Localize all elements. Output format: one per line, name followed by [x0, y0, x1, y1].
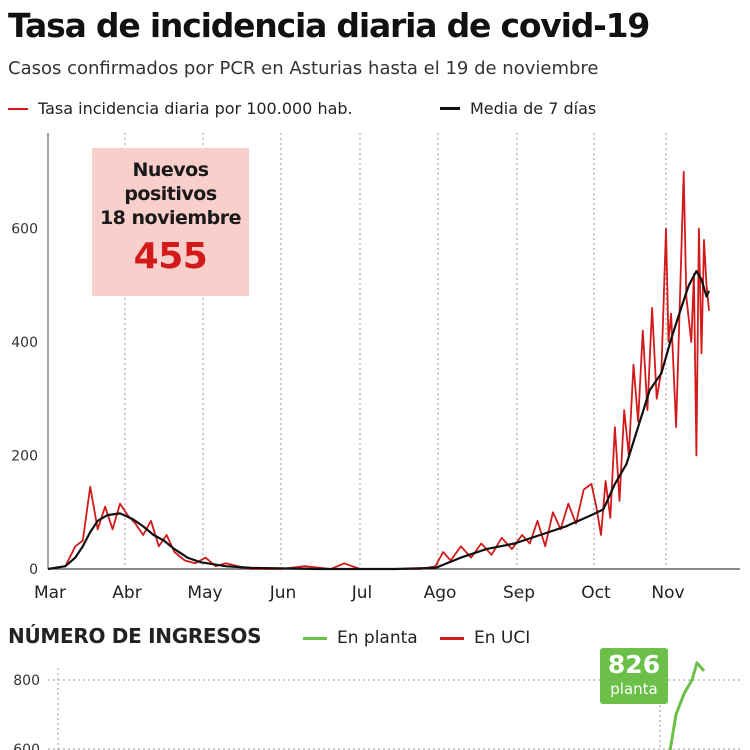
- callout-line-1: Nuevos: [132, 159, 209, 181]
- x-tick-label-jul: Jul: [351, 583, 373, 603]
- legend-swatch-uci: [440, 636, 464, 640]
- x-tick-label-may: May: [187, 583, 222, 603]
- series-line-daily: [47, 170, 710, 570]
- planta-badge-label: planta: [610, 680, 658, 698]
- page-title: Tasa de incidencia diaria de covid-19: [8, 6, 650, 45]
- x-tick-label-jun: Jun: [269, 583, 297, 603]
- legend-item-planta: En planta: [303, 628, 418, 648]
- series-line-planta: [668, 661, 706, 750]
- x-tick-label-mar: Mar: [34, 583, 66, 603]
- x-tick-label-oct: Oct: [581, 583, 611, 603]
- callout-value: 455: [133, 236, 208, 277]
- legend-item-uci: En UCI: [440, 628, 530, 648]
- planta-badge-value: 826: [607, 650, 661, 679]
- admissions-y-tick-800: 800: [13, 673, 40, 689]
- legend-label-average: Media de 7 días: [470, 99, 597, 118]
- x-tick-label-nov: Nov: [651, 583, 684, 603]
- x-tick-label-sep: Sep: [503, 583, 535, 603]
- x-tick-label-abr: Abr: [112, 583, 141, 603]
- y-tick-label-200: 200: [11, 449, 38, 465]
- legend-swatch-daily: [8, 107, 28, 110]
- legend-label-uci: En UCI: [474, 628, 531, 648]
- y-tick-label-600: 600: [11, 222, 38, 238]
- callout-line-2: positivos: [124, 183, 217, 205]
- legend-item-average: Media de 7 días: [440, 99, 596, 118]
- admissions-title: NÚMERO DE INGRESOS: [8, 624, 262, 648]
- legend-swatch-average: [440, 107, 460, 110]
- x-tick-label-ago: Ago: [424, 583, 457, 603]
- callout-line-3: 18 noviembre: [99, 207, 242, 229]
- planta-badge: 826 planta: [600, 648, 668, 704]
- legend-label-daily: Tasa incidencia diaria por 100.000 hab.: [38, 99, 353, 118]
- y-tick-label-400: 400: [11, 335, 38, 351]
- admissions-y-tick-600: 600: [13, 742, 40, 750]
- legend-swatch-planta: [303, 636, 327, 640]
- callout-new-positives: Nuevos positivos 18 noviembre 455: [92, 148, 249, 296]
- legend-item-daily: Tasa incidencia diaria por 100.000 hab.: [8, 99, 353, 118]
- series-line-average: [47, 270, 711, 571]
- page-subtitle: Casos confirmados por PCR en Asturias ha…: [8, 58, 599, 79]
- legend-label-planta: En planta: [337, 628, 418, 648]
- y-tick-label-0: 0: [29, 562, 38, 578]
